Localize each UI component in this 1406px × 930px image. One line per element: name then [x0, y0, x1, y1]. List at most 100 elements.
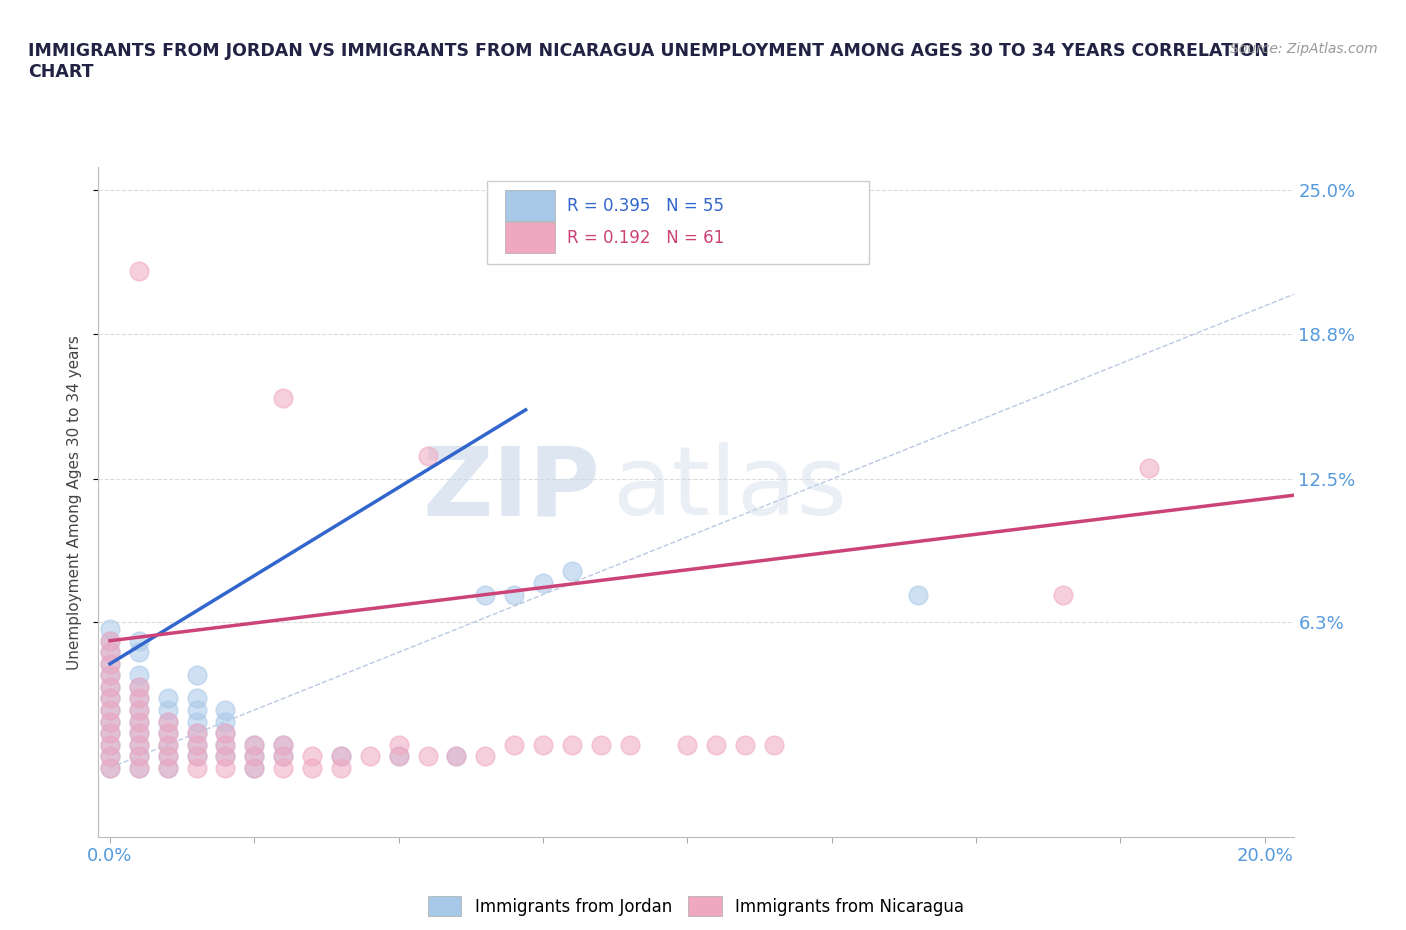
Point [531, 576, 554, 591]
Point [474, 749, 496, 764]
Point [128, 725, 150, 740]
Point [1052, 587, 1074, 602]
Point [128, 725, 150, 740]
Point [474, 587, 496, 602]
Point [156, 749, 179, 764]
Point [156, 737, 179, 752]
Point [98, 680, 121, 695]
Point [186, 702, 208, 717]
Point [388, 737, 411, 752]
Point [156, 725, 179, 740]
Point [214, 737, 236, 752]
Point [271, 391, 294, 405]
Point [98, 691, 121, 706]
Point [98, 714, 121, 729]
Point [98, 644, 121, 659]
Point [98, 725, 121, 740]
Point [271, 761, 294, 776]
Point [329, 749, 352, 764]
Point [128, 680, 150, 695]
Point [186, 749, 208, 764]
Point [98, 633, 121, 648]
Point [128, 633, 150, 648]
Point [128, 644, 150, 659]
Point [388, 749, 411, 764]
Point [128, 691, 150, 706]
Point [156, 749, 179, 764]
Point [98, 702, 121, 717]
Point [243, 761, 266, 776]
Point [271, 737, 294, 752]
Point [907, 587, 929, 602]
Point [128, 702, 150, 717]
Point [416, 749, 439, 764]
Point [561, 737, 583, 752]
Point [762, 737, 785, 752]
Point [619, 737, 641, 752]
Point [98, 668, 121, 683]
Point [329, 761, 352, 776]
Point [128, 749, 150, 764]
Text: Source: ZipAtlas.com: Source: ZipAtlas.com [1230, 42, 1378, 56]
Point [128, 749, 150, 764]
Point [214, 749, 236, 764]
Point [128, 691, 150, 706]
Point [98, 749, 121, 764]
Point [531, 737, 554, 752]
Point [243, 737, 266, 752]
Point [503, 737, 526, 752]
Point [98, 622, 121, 637]
Point [214, 725, 236, 740]
Point [503, 587, 526, 602]
Point [128, 737, 150, 752]
Point [98, 737, 121, 752]
Point [186, 725, 208, 740]
Point [98, 737, 121, 752]
Point [128, 668, 150, 683]
Point [446, 749, 468, 764]
Point [156, 714, 179, 729]
Point [1137, 460, 1160, 475]
Point [128, 714, 150, 729]
Point [329, 749, 352, 764]
Legend: Immigrants from Jordan, Immigrants from Nicaragua: Immigrants from Jordan, Immigrants from … [422, 890, 970, 923]
Point [98, 761, 121, 776]
Point [243, 749, 266, 764]
Point [156, 691, 179, 706]
Point [128, 761, 150, 776]
Point [271, 749, 294, 764]
Point [214, 714, 236, 729]
Point [98, 761, 121, 776]
Point [186, 668, 208, 683]
Point [271, 749, 294, 764]
Point [98, 702, 121, 717]
Point [98, 657, 121, 671]
Point [128, 737, 150, 752]
Point [704, 737, 727, 752]
Point [561, 564, 583, 578]
Point [98, 714, 121, 729]
Point [301, 749, 323, 764]
Text: atlas: atlas [613, 443, 848, 536]
Text: IMMIGRANTS FROM JORDAN VS IMMIGRANTS FROM NICARAGUA UNEMPLOYMENT AMONG AGES 30 T: IMMIGRANTS FROM JORDAN VS IMMIGRANTS FRO… [28, 42, 1270, 81]
Text: ZIP: ZIP [422, 443, 600, 536]
Point [128, 264, 150, 279]
Y-axis label: Unemployment Among Ages 30 to 34 years: Unemployment Among Ages 30 to 34 years [67, 335, 83, 670]
Point [186, 737, 208, 752]
Point [271, 737, 294, 752]
Point [186, 714, 208, 729]
Point [243, 761, 266, 776]
Point [128, 680, 150, 695]
Point [98, 749, 121, 764]
Point [676, 737, 699, 752]
FancyBboxPatch shape [505, 190, 555, 221]
Point [98, 725, 121, 740]
Point [186, 749, 208, 764]
Point [156, 725, 179, 740]
Point [98, 691, 121, 706]
Point [128, 714, 150, 729]
Point [186, 691, 208, 706]
Point [214, 761, 236, 776]
Point [156, 761, 179, 776]
Point [243, 737, 266, 752]
